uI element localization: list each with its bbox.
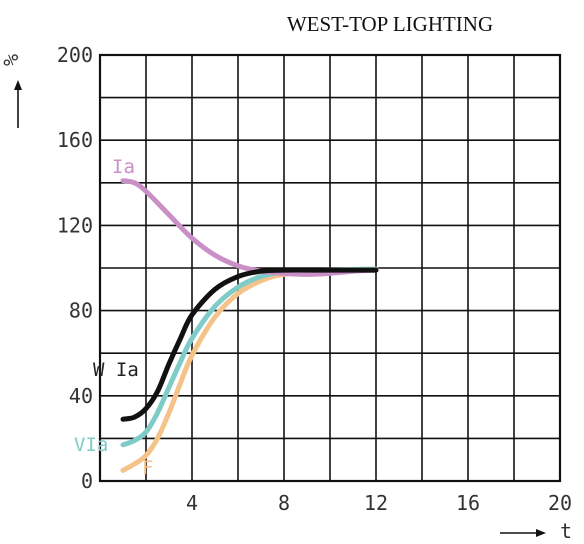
y-axis-arrow-icon bbox=[14, 80, 22, 128]
chart-series bbox=[120, 178, 379, 473]
x-tick-label: 4 bbox=[186, 491, 198, 515]
series-label: F bbox=[142, 457, 153, 479]
y-tick-label: 40 bbox=[69, 384, 93, 408]
chart-title: WEST-TOP LIGHTING bbox=[287, 12, 493, 36]
y-tick-label: 120 bbox=[57, 213, 93, 237]
y-tick-label: 0 bbox=[81, 469, 93, 493]
x-tick-label: 8 bbox=[278, 491, 290, 515]
x-axis-arrow-icon bbox=[500, 529, 546, 537]
x-tick-label: 20 bbox=[548, 491, 572, 515]
series-label: W Ia bbox=[93, 359, 139, 381]
series-line bbox=[120, 178, 379, 277]
series-line bbox=[120, 266, 379, 448]
x-tick-label: 16 bbox=[456, 491, 480, 515]
y-tick-labels: 0 40 80 120 160 200 bbox=[57, 43, 93, 493]
series-labels: Ia W Ia VIa F bbox=[74, 156, 153, 479]
x-tick-label: 12 bbox=[364, 491, 388, 515]
y-tick-label: 80 bbox=[69, 299, 93, 323]
y-tick-label: 200 bbox=[57, 43, 93, 67]
series-line bbox=[120, 266, 379, 473]
y-axis-label: % bbox=[0, 54, 23, 66]
plot-frame bbox=[98, 53, 562, 483]
y-tick-label: 160 bbox=[57, 128, 93, 152]
series-label: VIa bbox=[74, 434, 108, 456]
series-line bbox=[120, 267, 379, 422]
x-tick-labels: 4 8 12 16 20 bbox=[186, 491, 572, 515]
series-label: Ia bbox=[112, 156, 135, 178]
x-axis-label: t bbox=[560, 519, 572, 543]
